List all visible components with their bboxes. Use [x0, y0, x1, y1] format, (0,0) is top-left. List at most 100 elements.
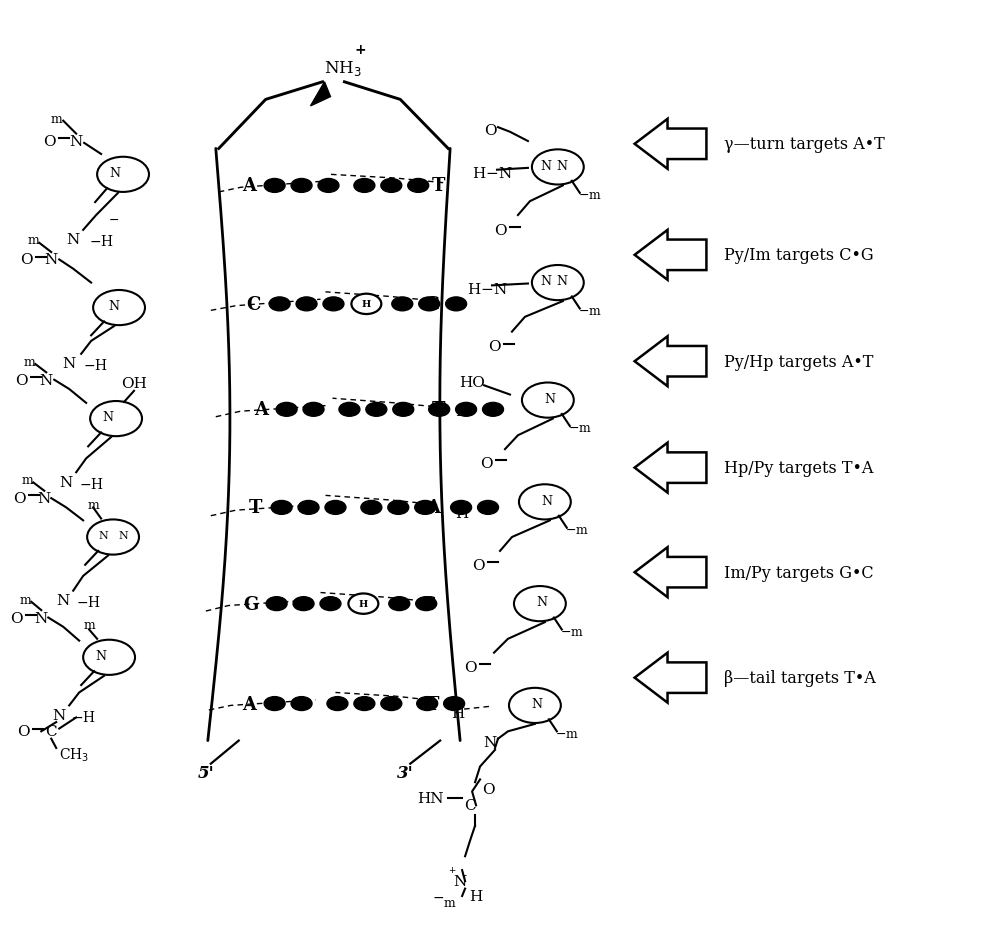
Ellipse shape — [381, 697, 402, 711]
Ellipse shape — [325, 501, 346, 514]
Text: Hp/Py targets T•A: Hp/Py targets T•A — [724, 460, 874, 476]
Text: γ—turn targets A•T: γ—turn targets A•T — [724, 136, 885, 153]
Ellipse shape — [323, 298, 344, 311]
Text: N: N — [98, 530, 108, 540]
Polygon shape — [311, 83, 330, 107]
Ellipse shape — [408, 179, 429, 193]
Ellipse shape — [298, 501, 319, 514]
Ellipse shape — [291, 179, 312, 193]
Text: N: N — [556, 275, 567, 288]
Text: N: N — [531, 697, 542, 710]
Ellipse shape — [327, 697, 348, 711]
Text: HO: HO — [459, 375, 485, 389]
Ellipse shape — [415, 501, 436, 514]
Text: 3': 3' — [397, 765, 414, 781]
Text: C: C — [421, 595, 435, 613]
Ellipse shape — [291, 697, 312, 711]
Ellipse shape — [293, 597, 314, 611]
Text: m: m — [443, 896, 455, 909]
Text: m: m — [19, 593, 31, 606]
Text: H: H — [469, 889, 483, 903]
Text: m: m — [50, 113, 62, 126]
Ellipse shape — [276, 403, 297, 417]
Text: N: N — [453, 874, 467, 888]
Text: T: T — [426, 695, 439, 713]
Ellipse shape — [354, 179, 375, 193]
Text: Py/Im targets C•G: Py/Im targets C•G — [724, 248, 874, 264]
Text: N: N — [540, 159, 551, 172]
Text: N: N — [70, 134, 83, 149]
Text: N: N — [57, 593, 70, 607]
Ellipse shape — [318, 179, 339, 193]
Text: C: C — [45, 725, 57, 739]
Text: m: m — [21, 474, 33, 487]
Ellipse shape — [388, 501, 409, 514]
Text: N: N — [60, 475, 73, 489]
Ellipse shape — [361, 501, 382, 514]
Ellipse shape — [296, 298, 317, 311]
Ellipse shape — [339, 403, 360, 417]
Text: m: m — [27, 234, 39, 247]
Text: $-$m: $-$m — [578, 304, 602, 317]
Text: N: N — [118, 530, 128, 540]
Text: N: N — [536, 596, 547, 609]
Text: m: m — [83, 618, 95, 631]
Text: O: O — [484, 124, 496, 138]
Text: N: N — [483, 736, 497, 750]
Text: H: H — [359, 600, 368, 608]
Ellipse shape — [419, 298, 440, 311]
Text: O: O — [480, 456, 492, 471]
Text: NH$_3$: NH$_3$ — [324, 58, 361, 78]
Text: A: A — [242, 695, 256, 713]
Text: O: O — [20, 253, 33, 267]
Ellipse shape — [444, 697, 465, 711]
Text: $-$m: $-$m — [568, 422, 592, 435]
Text: H: H — [362, 300, 371, 309]
Ellipse shape — [451, 501, 472, 514]
Text: H: H — [455, 405, 469, 419]
Ellipse shape — [446, 298, 467, 311]
Text: $-$: $-$ — [108, 213, 119, 226]
Text: N: N — [53, 708, 66, 722]
Text: O: O — [15, 374, 28, 387]
Text: O: O — [482, 781, 494, 795]
Text: H: H — [451, 706, 465, 720]
Text: G: G — [243, 595, 258, 613]
Text: $-$H: $-$H — [89, 235, 114, 249]
Text: G: G — [425, 296, 440, 313]
Ellipse shape — [266, 597, 287, 611]
Text: T: T — [249, 499, 262, 517]
Text: N: N — [110, 167, 121, 180]
Text: N: N — [556, 159, 567, 172]
Text: N: N — [541, 494, 552, 507]
Text: m: m — [23, 355, 35, 368]
Text: m: m — [87, 499, 99, 512]
Text: N: N — [38, 491, 51, 505]
Ellipse shape — [393, 403, 414, 417]
Text: $-$H: $-$H — [71, 709, 96, 724]
Text: H$-$N: H$-$N — [472, 166, 513, 181]
Text: H$-$N: H$-$N — [467, 281, 508, 297]
Ellipse shape — [264, 697, 285, 711]
Ellipse shape — [417, 697, 438, 711]
Text: OH: OH — [121, 377, 147, 391]
Ellipse shape — [366, 403, 387, 417]
Ellipse shape — [271, 501, 292, 514]
Text: $-$m: $-$m — [555, 727, 579, 740]
Text: N: N — [96, 649, 107, 662]
Text: $-$m: $-$m — [578, 189, 602, 202]
Ellipse shape — [303, 403, 324, 417]
Text: H: H — [455, 506, 469, 520]
Text: $-$m: $-$m — [560, 625, 584, 638]
Text: N: N — [544, 392, 555, 405]
Ellipse shape — [416, 597, 437, 611]
Ellipse shape — [269, 298, 290, 311]
Ellipse shape — [348, 594, 378, 615]
Text: A: A — [426, 499, 440, 517]
Text: O: O — [472, 558, 484, 572]
Text: N: N — [109, 300, 120, 313]
Text: T: T — [431, 400, 445, 419]
Ellipse shape — [478, 501, 499, 514]
Text: $-$m: $-$m — [565, 524, 589, 537]
Ellipse shape — [354, 697, 375, 711]
